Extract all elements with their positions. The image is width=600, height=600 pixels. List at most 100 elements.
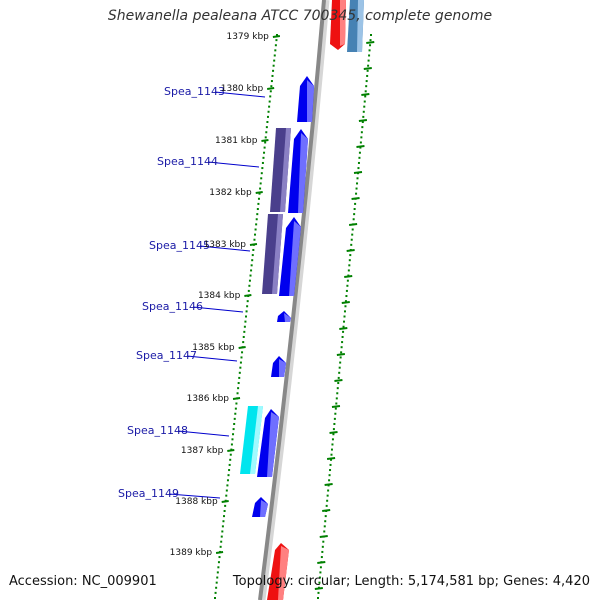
- outer-major-tick: [361, 93, 370, 96]
- gene-label-spea-1148[interactable]: Spea_1148: [127, 424, 188, 437]
- outer-tick-dot: [353, 208, 356, 211]
- outer-tick-dot: [325, 504, 328, 507]
- inner-tick-dot: [272, 69, 275, 72]
- outer-tick-dot: [346, 279, 349, 282]
- outer-tick-dot: [370, 34, 372, 36]
- outer-tick-dot: [319, 571, 322, 574]
- inner-tick-dot: [237, 387, 240, 390]
- inner-major-tick: [255, 191, 263, 194]
- outer-major-tick: [322, 509, 331, 512]
- outer-tick-dot: [344, 300, 347, 303]
- inner-tick-dot: [268, 105, 271, 108]
- outer-tick-dot: [360, 136, 363, 139]
- inner-tick-dot: [245, 315, 247, 318]
- gene-label-spea-1149[interactable]: Spea_1149: [118, 487, 179, 500]
- inner-tick-dot: [256, 213, 259, 216]
- inner-tick-dot: [228, 469, 231, 472]
- outer-major-tick: [341, 301, 350, 304]
- gene-spea-1149[interactable]: [252, 497, 268, 517]
- inner-tick-dot: [229, 458, 232, 461]
- outer-tick-dot: [332, 433, 335, 436]
- outer-tick-dot: [341, 335, 344, 338]
- kbp-label: 1382 kbp: [209, 188, 252, 198]
- gene-labels: Spea_1143 Spea_1144 Spea_1145 Spea_1146 …: [118, 85, 266, 500]
- outer-tick-dot: [362, 110, 365, 113]
- gene-label-spea-1147[interactable]: Spea_1147: [136, 349, 197, 362]
- outer-tick-dot: [345, 289, 348, 292]
- accession-label: Accession: NC_009901: [9, 574, 157, 589]
- gene-spea-1144[interactable]: [270, 128, 308, 213]
- inner-tick-dot: [232, 433, 235, 436]
- inner-tick-dot: [220, 535, 223, 538]
- inner-tick-dot: [216, 571, 219, 574]
- outer-tick-dot: [343, 310, 346, 313]
- outer-tick-dot: [365, 85, 368, 88]
- outer-tick-dot: [367, 59, 370, 62]
- outer-tick-dot: [359, 141, 362, 144]
- inner-tick-dot: [221, 530, 224, 533]
- inner-major-tick: [261, 139, 269, 142]
- inner-major-tick: [249, 243, 258, 246]
- gene-spea-1145[interactable]: [262, 214, 301, 296]
- gene-label-spea-1145[interactable]: Spea_1145: [149, 239, 210, 252]
- kbp-label: 1389 kbp: [170, 548, 213, 558]
- outer-tick-dot: [358, 156, 361, 159]
- inner-tick-dot: [251, 254, 254, 257]
- inner-tick-dot: [219, 545, 222, 548]
- inner-tick-dot: [241, 351, 244, 354]
- inner-tick-dot: [255, 223, 258, 226]
- outer-tick-dot: [324, 520, 327, 523]
- outer-major-tick: [329, 431, 338, 434]
- outer-tick-dot: [353, 213, 356, 216]
- inner-tick-dot: [266, 115, 269, 118]
- inner-tick-dot: [259, 187, 262, 190]
- outer-tick-dot: [347, 269, 350, 272]
- outer-major-tick: [331, 405, 341, 408]
- outer-tick-dot: [348, 264, 351, 267]
- outer-tick-dot: [329, 463, 332, 466]
- inner-tick-dot: [215, 586, 218, 589]
- outer-major-tick: [324, 483, 333, 486]
- outer-tick-dot: [351, 228, 354, 231]
- inner-tick-dot: [270, 85, 273, 88]
- gene-spea-1143[interactable]: [297, 76, 314, 122]
- outer-tick-dot: [342, 325, 345, 328]
- outer-tick-dot: [326, 494, 329, 497]
- inner-tick-dot: [238, 376, 241, 379]
- steel-feature-top-shine: [357, 0, 364, 52]
- outer-major-tick: [356, 145, 365, 148]
- gene-spea-1146[interactable]: [277, 311, 291, 322]
- inner-tick-dot: [237, 382, 240, 385]
- inner-tick-dot: [239, 366, 242, 369]
- gene-label-spea-1144[interactable]: Spea_1144: [157, 155, 218, 168]
- inner-tick-dot: [242, 335, 245, 338]
- outer-major-tick: [319, 535, 328, 538]
- inner-tick-dot: [226, 484, 229, 487]
- outer-tick-dot: [356, 182, 359, 185]
- kbp-label: 1388 kbp: [175, 497, 218, 507]
- inner-tick-dot: [246, 300, 249, 303]
- inner-tick-dot: [255, 218, 258, 221]
- inner-tick-dot: [234, 407, 237, 410]
- inner-major-tick: [215, 551, 224, 554]
- inner-tick-dot: [270, 80, 273, 83]
- outer-major-tick: [348, 223, 358, 226]
- inner-tick-dot: [227, 474, 230, 477]
- inner-tick-dot: [253, 238, 256, 241]
- outer-tick-dot: [355, 192, 358, 195]
- outer-tick-dot: [363, 105, 366, 108]
- outer-tick-dot: [368, 49, 371, 52]
- outer-tick-dot: [363, 100, 366, 103]
- inner-tick-track: [214, 34, 278, 599]
- outer-major-tick: [344, 275, 353, 278]
- inner-tick-dot: [239, 361, 242, 364]
- inner-tick-dot: [263, 151, 266, 154]
- outer-tick-dot: [345, 295, 348, 298]
- gene-label-spea-1146[interactable]: Spea_1146: [142, 300, 203, 313]
- outer-tick-dot: [341, 341, 344, 344]
- gene-spea-1147[interactable]: [271, 356, 286, 377]
- outer-major-tick: [351, 197, 360, 200]
- outer-major-tick: [326, 457, 336, 460]
- gene-spea-1148[interactable]: [240, 406, 279, 477]
- gene-label-spea-1143[interactable]: Spea_1143: [164, 85, 225, 98]
